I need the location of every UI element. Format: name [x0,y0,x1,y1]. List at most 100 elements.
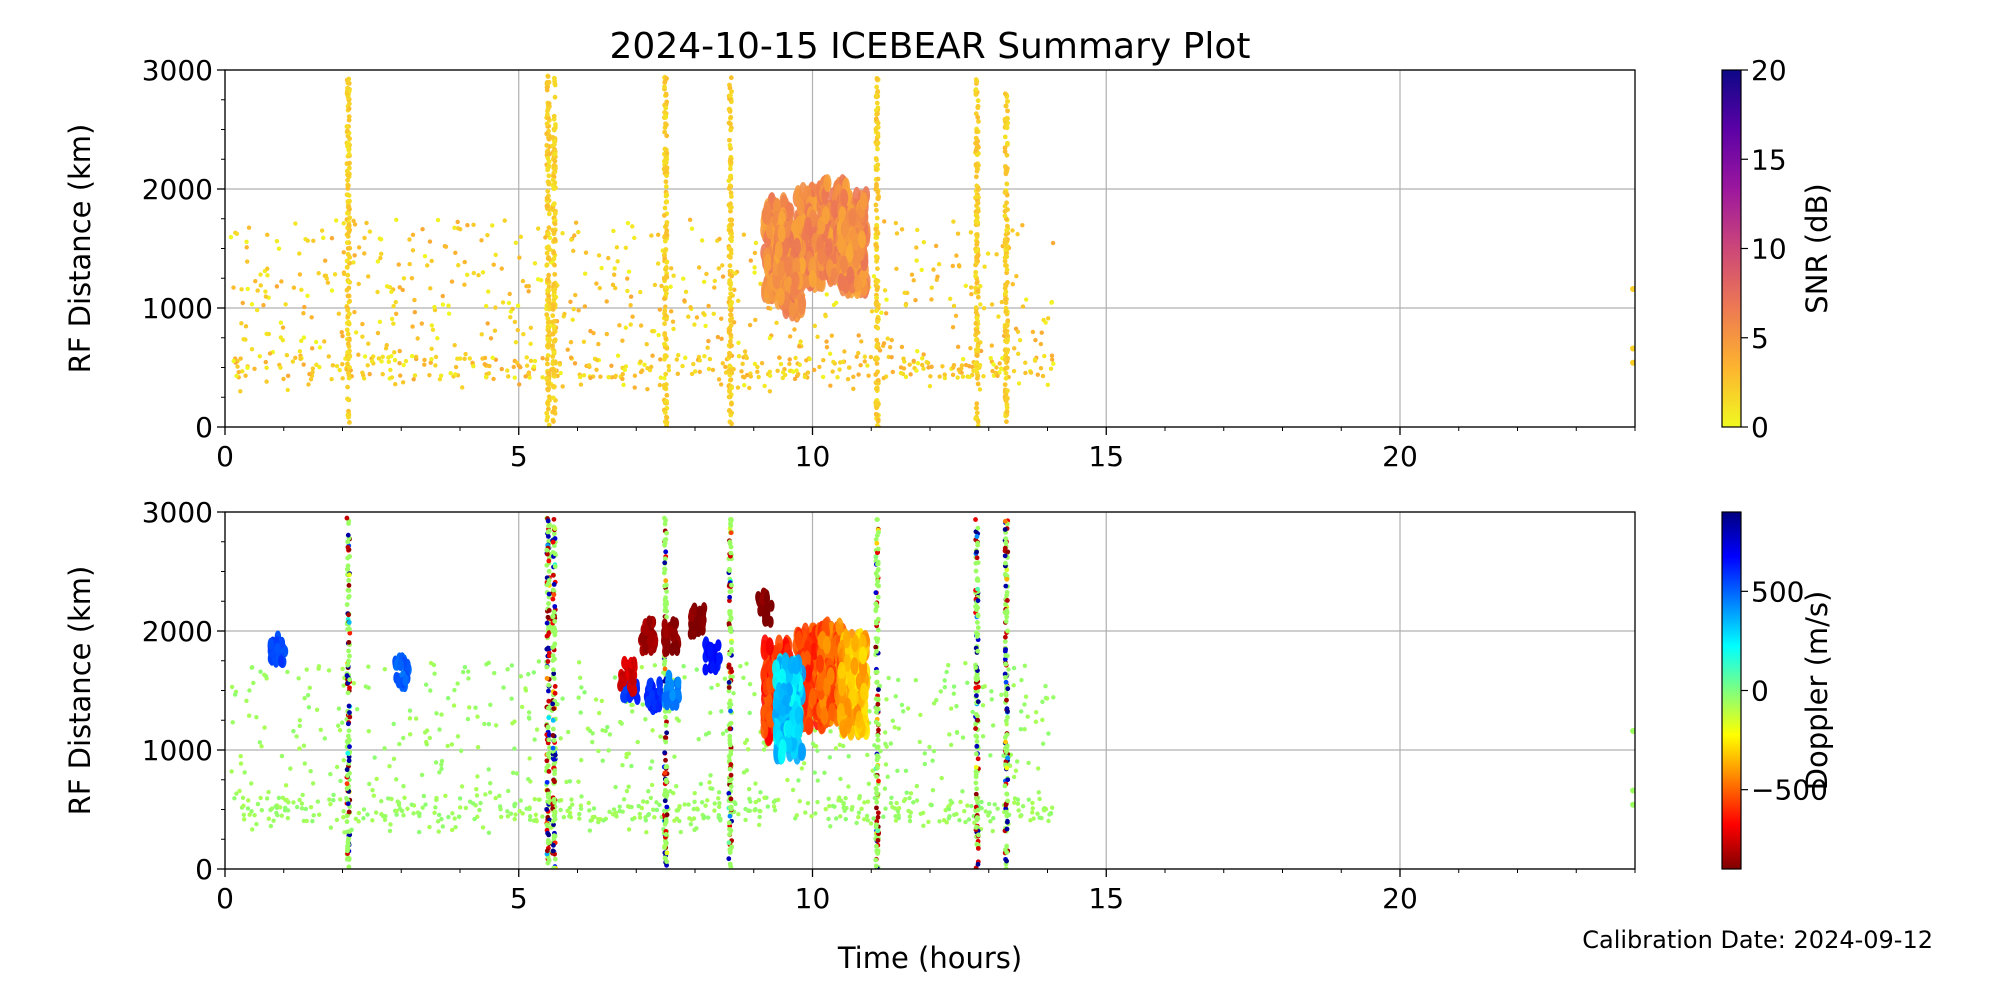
echo-point [591,806,597,811]
echo-point [449,279,455,284]
streak-point [728,114,734,120]
streak-point [727,826,732,832]
echo-point [950,324,956,330]
echo-point [558,370,563,376]
streak-point [663,739,669,745]
echo-point [240,795,246,800]
echo-point [921,240,927,245]
echo-point [590,731,595,736]
echo-point [364,220,369,226]
echo-point [708,773,713,778]
echo-point [884,297,889,302]
streak-point [346,758,352,764]
streak-point [662,308,668,314]
echo-point [290,359,296,364]
echo-point [297,349,303,354]
echo-point [448,370,453,376]
streak-point [874,222,880,228]
echo-point [433,805,438,810]
echo-point [791,369,796,374]
cluster-mark [792,237,801,256]
echo-point [314,707,320,713]
streak-point [345,272,351,278]
echo-point [478,800,483,806]
streak-point [974,743,980,749]
streak-point [664,614,669,620]
echo-point [654,807,660,813]
streak-point [1003,601,1008,607]
echo-point [249,665,254,670]
echo-point [516,363,522,368]
echo-point [432,810,437,816]
echo-point [339,329,344,335]
streak-point [344,739,350,744]
streak-point [544,551,550,557]
echo-point [366,341,371,346]
echo-point [1038,341,1044,347]
colorbar-tick-label: 10 [1751,233,1787,266]
streak-point [664,415,670,421]
echo-point [297,718,303,723]
echo-point [579,794,584,799]
echo-point [485,321,490,326]
echo-point [632,235,637,241]
echo-point [777,355,782,360]
echo-point [582,304,588,309]
cluster-mark [857,230,866,249]
streak-point [545,659,551,664]
echo-point [982,684,987,689]
echo-point [265,273,270,278]
echo-point [758,281,763,287]
echo-point [422,253,428,259]
streak-point [875,319,880,324]
streak-point [873,300,879,306]
echo-point [703,803,708,808]
echo-point [717,236,722,242]
echo-point [533,812,539,817]
echo-point [506,788,511,794]
streak-point [727,217,733,223]
echo-point [264,365,269,370]
echo-point [446,311,452,316]
echo-point [682,298,687,303]
echo-point [617,323,622,328]
streak-point [728,208,733,214]
echo-point [596,710,602,716]
echo-point [437,727,442,732]
echo-point [710,786,715,791]
streak-point [347,626,352,632]
echo-point [384,284,390,289]
streak-point [1005,388,1010,394]
echo-point [1028,818,1033,823]
echo-point [797,362,802,367]
echo-point [677,803,682,809]
echo-point [578,374,583,380]
streak-point [551,822,556,828]
echo-point [915,361,921,366]
echo-point [600,728,605,733]
echo-point [611,228,616,234]
echo-point [620,371,625,377]
echo-point [780,375,785,381]
echo-point [771,799,777,805]
echo-point [817,364,822,370]
streak-point [729,421,734,427]
echo-point [907,795,912,801]
figure-title: 2024-10-15 ICEBEAR Summary Plot [610,26,1251,67]
echo-point [776,797,781,803]
streak-point [974,620,980,625]
streak-point [1002,634,1008,640]
echo-point [862,817,867,822]
echo-point [691,816,697,821]
echo-point [626,827,632,832]
streak-point [728,377,734,383]
streak-point [728,93,733,98]
echo-point [649,364,654,370]
echo-point [391,721,396,727]
echo-point [375,259,381,264]
echo-point [449,827,455,833]
echo-point [434,711,439,716]
cluster-mark [836,235,845,254]
streak-point [727,263,733,269]
echo-point [698,781,704,787]
